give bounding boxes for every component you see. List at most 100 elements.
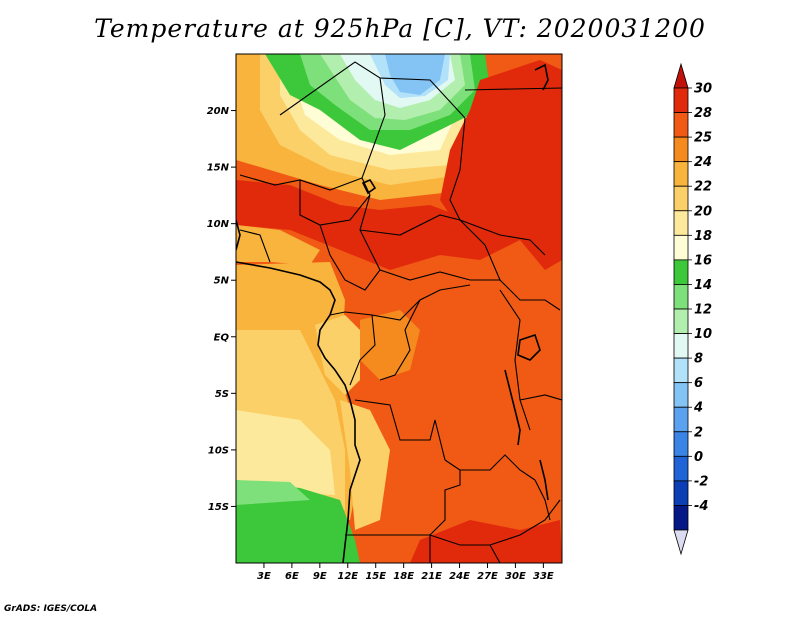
border-zambia-drc: [460, 454, 536, 481]
colorbar-label: 0: [694, 450, 703, 465]
field-guinea-coast: [236, 225, 320, 265]
colorbar-label: -2: [694, 474, 708, 489]
colorbar-bottom-arrow: [673, 529, 689, 556]
field-north-blue: [385, 54, 445, 95]
border-angola-zambia: [429, 459, 461, 536]
border-niger-libya: [361, 77, 386, 196]
map-frame: [235, 53, 563, 564]
lon-tick-label: 6E: [285, 571, 299, 582]
coastline: [236, 63, 549, 563]
colorbar-label: 14: [694, 278, 712, 293]
colorbar-label: 30: [694, 82, 712, 97]
field-southwest-lightgreen: [236, 480, 310, 505]
border-zimbabwe-south: [489, 544, 501, 563]
colorbar-swatch: [673, 234, 689, 261]
map-title: Temperature at 925hPa [C], VT: 202003120…: [94, 14, 706, 43]
lon-tick-label: 18E: [393, 571, 414, 582]
field-sahel-red: [236, 180, 520, 270]
coast-west-africa: [236, 219, 241, 251]
lat-tick-label: EQ: [214, 332, 230, 343]
border-sudan-southsudan: [459, 219, 546, 256]
colorbar-label: 24: [694, 155, 712, 170]
field-atlantic-pale: [236, 410, 335, 495]
lon-tick-label: 24E: [449, 571, 470, 582]
colorbar-top-arrow: [673, 62, 689, 89]
longitude-axis: 3E 6E 9E 12E 15E 18E 21E 24E 27E 30E 33E: [257, 563, 554, 582]
border-drc-east: [499, 289, 531, 431]
lon-tick-label: 3E: [257, 571, 271, 582]
border-malawi: [534, 479, 551, 521]
border-chad-car: [359, 214, 461, 236]
colorbar-label: 16: [694, 253, 712, 268]
colorbar-label: 4: [693, 401, 703, 416]
lake-victoria: [517, 333, 541, 361]
lat-tick-label: 5S: [215, 389, 229, 400]
colorbar-label: 12: [694, 303, 712, 318]
lat-tick-label: 10S: [208, 445, 229, 456]
border-ghana-benin: [239, 229, 271, 263]
field-southeast-red: [410, 520, 562, 563]
colorbar-label: 8: [694, 352, 703, 367]
lake-tanganyika: [504, 369, 521, 446]
colorbar-swatch: [673, 308, 689, 334]
colorbar-swatch: [673, 382, 689, 408]
colorbar-label: 28: [694, 106, 712, 121]
border-angola-drc: [354, 399, 446, 461]
colorbar-label: 25: [694, 131, 712, 146]
lat-tick-label: 10N: [207, 219, 230, 230]
colorbar-label: 18: [694, 229, 712, 244]
colorbar-label: -4: [694, 499, 708, 514]
coast-red-sea: [534, 63, 549, 91]
colorbar-swatch: [673, 210, 689, 236]
colorbar-swatch: [673, 185, 689, 212]
colorbar-swatch: [673, 505, 689, 531]
colorbar-swatch: [673, 136, 689, 163]
border-car-south: [379, 269, 500, 281]
field-northeast-red: [440, 60, 562, 270]
lake-malawi: [539, 459, 549, 501]
lat-tick-label: 5N: [214, 276, 230, 287]
lon-tick-label: 27E: [477, 571, 498, 582]
colorbar-swatch: [673, 455, 689, 482]
colorbar-label: 2: [694, 425, 703, 440]
coast-gulf-of-guinea: [236, 261, 361, 563]
field-coast-band: [340, 400, 390, 530]
lon-tick-label: 12E: [337, 571, 358, 582]
latitude-axis: 20N 15N 10N 5N EQ 5S 10S 15S: [207, 106, 236, 513]
border-gabon-congo: [329, 311, 376, 386]
border-zambia-zimbabwe: [489, 499, 561, 546]
lon-tick-label: 15E: [365, 571, 386, 582]
lon-tick-label: 9E: [313, 571, 327, 582]
colorbar-swatch: [673, 333, 689, 359]
colorbar-swatch: [673, 161, 689, 187]
lat-tick-label: 15N: [207, 163, 230, 174]
border-libya-chad-sudan: [449, 117, 486, 246]
lake-chad: [361, 178, 377, 195]
field-central-basin: [360, 310, 420, 380]
temperature-field: [236, 54, 562, 563]
colorbar-swatch: [673, 87, 689, 113]
border-egypt-sudan: [464, 87, 562, 91]
colorbar-swatch: [673, 406, 689, 433]
colorbar-swatch: [673, 431, 689, 457]
lon-tick-label: 33E: [533, 571, 554, 582]
colorbar-swatch: [673, 357, 689, 384]
country-borders: [239, 61, 562, 563]
colorbar-swatch: [673, 284, 689, 310]
colorbar-label: 10: [694, 327, 712, 342]
colorbar-label: 6: [694, 376, 703, 391]
colorbar-swatch: [673, 112, 689, 138]
colorbar-label: 20: [694, 204, 712, 219]
lon-tick-label: 21E: [421, 571, 442, 582]
lon-tick-label: 30E: [505, 571, 526, 582]
colorbar-swatch: [673, 259, 689, 285]
border-southsudan-east: [484, 244, 561, 311]
lat-tick-label: 20N: [207, 106, 230, 117]
border-drc-west: [379, 299, 421, 381]
colorbar-label: 22: [694, 180, 712, 195]
field-gabon-yellow: [315, 315, 360, 395]
colorbar-swatch: [673, 480, 689, 506]
border-tanzania: [519, 394, 562, 401]
